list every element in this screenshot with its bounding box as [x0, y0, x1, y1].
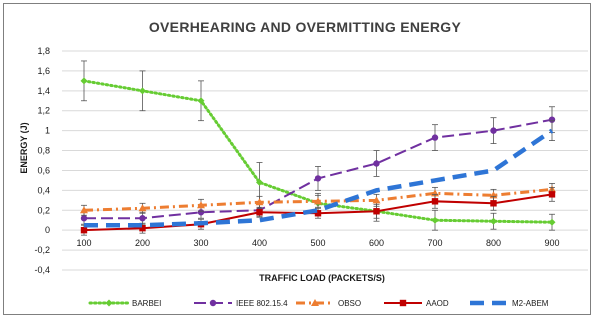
data-point — [80, 77, 88, 85]
legend-marker — [209, 299, 217, 307]
y-tick-label: 0,8 — [37, 146, 50, 156]
y-tick-label: -0,4 — [34, 265, 50, 275]
legend-marker — [399, 299, 407, 307]
data-point — [373, 208, 380, 215]
y-tick-label: 0,6 — [37, 165, 50, 175]
legend-marker — [105, 299, 113, 307]
y-tick-label: 1 — [45, 126, 50, 136]
legend-label: M2-ABEM — [512, 299, 549, 308]
data-point — [255, 198, 264, 206]
data-point — [373, 160, 380, 167]
data-point — [490, 200, 497, 207]
y-tick-label: 1,6 — [37, 66, 50, 76]
data-point — [139, 215, 146, 222]
legend-item: BARBEI — [88, 299, 161, 308]
series-m2-abem — [84, 120, 555, 228]
data-point — [80, 206, 88, 214]
series-aaod — [80, 186, 556, 236]
x-tick-label: 300 — [193, 238, 208, 248]
chart-title: OVERHEARING AND OVERMITTING ENERGY — [149, 19, 462, 35]
data-point — [431, 198, 439, 205]
y-tick-label: 1,4 — [37, 86, 50, 96]
data-point — [372, 196, 381, 204]
series-layer — [80, 60, 556, 236]
legend: BARBEI IEEE 802.15.4 OBSO AAOD M2-ABEM — [88, 299, 549, 308]
series-line — [84, 128, 554, 228]
data-point — [431, 134, 439, 141]
data-point — [256, 209, 263, 216]
y-tick-label: 0,2 — [37, 205, 50, 215]
data-point — [314, 197, 322, 205]
x-tick-label: 700 — [427, 238, 442, 248]
x-tick-label: 100 — [76, 238, 91, 248]
data-point — [139, 87, 146, 95]
x-tick-label: 400 — [252, 238, 267, 248]
legend-item: IEEE 802.15.4 — [194, 299, 288, 308]
data-point — [431, 216, 439, 224]
data-point — [197, 209, 205, 216]
data-point — [490, 217, 497, 225]
y-tick-label: 1,8 — [37, 46, 50, 56]
data-point — [548, 116, 556, 123]
x-tick-label: 900 — [544, 238, 559, 248]
data-point — [138, 204, 147, 212]
legend-marker — [311, 299, 319, 306]
data-point — [548, 218, 556, 226]
data-point — [314, 175, 322, 182]
legend-label: IEEE 802.15.4 — [236, 299, 288, 308]
data-point — [197, 201, 205, 209]
x-tick-label: 500 — [310, 238, 325, 248]
y-tick-label: 0 — [45, 225, 50, 235]
legend-item: AAOD — [384, 299, 449, 308]
grid-lines — [62, 50, 588, 271]
data-point — [197, 97, 205, 105]
legend-item: M2-ABEM — [470, 299, 549, 308]
data-point — [490, 127, 497, 134]
legend-item: OBSO — [296, 299, 361, 308]
x-axis-title: TRAFFIC LOAD (PACKETS/S) — [259, 273, 385, 283]
data-point — [80, 226, 88, 234]
axis-ticks: -0,4 -0,2 0 0,2 0,4 0,6 0,8 1 1,2 1,4 1,6 1,8 100 200… — [34, 46, 559, 275]
y-axis-title: ENERGY (J) — [19, 122, 29, 173]
legend-label: OBSO — [338, 299, 361, 308]
data-point — [548, 191, 556, 198]
y-tick-label: -0,2 — [34, 245, 50, 255]
data-point — [139, 224, 146, 232]
y-tick-label: 1,2 — [37, 106, 50, 116]
data-point — [256, 178, 263, 186]
legend-label: BARBEI — [132, 299, 161, 308]
chart-frame — [3, 3, 591, 315]
x-tick-label: 200 — [135, 238, 150, 248]
data-point — [314, 210, 322, 217]
x-tick-label: 600 — [369, 238, 384, 248]
y-tick-label: 0,4 — [37, 185, 50, 195]
x-tick-label: 800 — [486, 238, 501, 248]
data-point — [80, 215, 88, 222]
legend-label: AAOD — [426, 299, 449, 308]
